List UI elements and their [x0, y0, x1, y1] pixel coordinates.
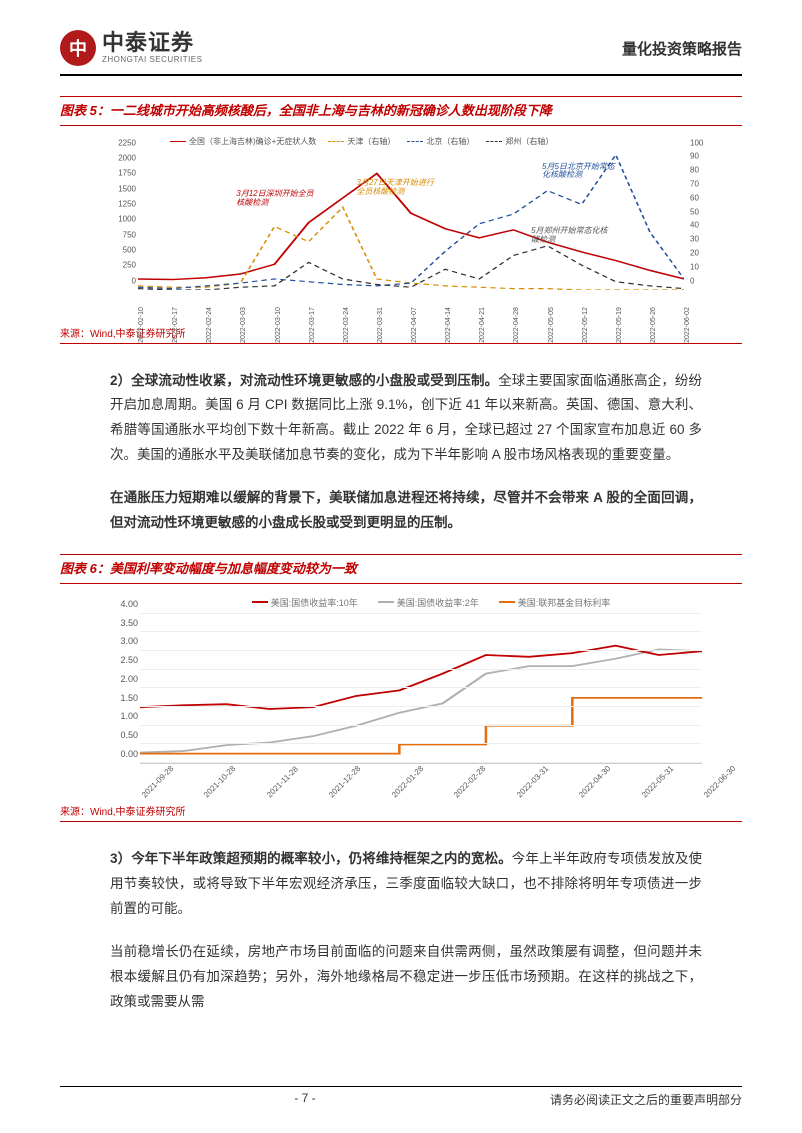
figure-6: 图表 6：美国利率变动幅度与加息幅度变动较为一致 美国:国债收益率:10年美国:…: [60, 554, 742, 822]
chart-5: 全国（非上海吉林)确诊+无症状人数天津（右轴）北京（右轴）郑州（右轴） 0250…: [110, 138, 712, 318]
page-footer: - 7 - 请务必阅读正文之后的重要声明部分: [60, 1086, 742, 1108]
page-header: 中 中泰证券 ZHONGTAI SECURITIES 量化投资策略报告: [60, 30, 742, 76]
chart-6-plot: [140, 614, 702, 764]
chart-5-y-right: 0102030405060708090100: [690, 152, 712, 290]
report-title: 量化投资策略报告: [622, 38, 742, 59]
chart-6-x-axis: 2021-09-282021-10-282021-11-282021-12-28…: [140, 764, 702, 796]
paragraph-3: 3）今年下半年政策超预期的概率较小，仍将维持框架之内的宽松。今年上半年政府专项债…: [110, 847, 702, 922]
figure-5: 图表 5：一二线城市开始高频核酸后，全国非上海与吉林的新冠确诊人数出现阶段下降 …: [60, 96, 742, 344]
chart-5-plot: 3月12日深圳开始全员核酸检测3月27日天津开始进行全员核酸检测5月5日北京开始…: [138, 152, 684, 290]
chart-5-x-axis: 2022-02-102022-02-172022-02-242022-03-03…: [138, 290, 684, 318]
chart-5-y-left: 0250500750100012501500175020002250: [110, 152, 136, 290]
chart-6-legend: 美国:国债收益率:10年美国:国债收益率:2年美国:联邦基金目标利率: [170, 596, 692, 609]
page-number: - 7 -: [294, 1091, 315, 1108]
figure-5-source: 来源：Wind,中泰证券研究所: [60, 322, 742, 344]
chart-6-y-axis: 0.000.501.001.502.002.503.003.504.00: [110, 614, 138, 764]
figure-6-source: 来源：Wind,中泰证券研究所: [60, 800, 742, 822]
logo-block: 中 中泰证券 ZHONGTAI SECURITIES: [60, 30, 202, 66]
figure-6-title: 图表 6：美国利率变动幅度与加息幅度变动较为一致: [60, 554, 742, 584]
paragraph-3b: 当前稳增长仍在延续，房地产市场目前面临的问题来自供需两侧，虽然政策屡有调整，但问…: [110, 940, 702, 1015]
logo-en-text: ZHONGTAI SECURITIES: [102, 56, 202, 64]
logo-icon: 中: [60, 30, 96, 66]
figure-5-title: 图表 5：一二线城市开始高频核酸后，全国非上海与吉林的新冠确诊人数出现阶段下降: [60, 96, 742, 126]
paragraph-2: 2）全球流动性收紧，对流动性环境更敏感的小盘股或受到压制。全球主要国家面临通胀高…: [110, 369, 702, 469]
chart-5-legend: 全国（非上海吉林)确诊+无症状人数天津（右轴）北京（右轴）郑州（右轴）: [170, 136, 692, 147]
footer-disclaimer: 请务必阅读正文之后的重要声明部分: [550, 1091, 742, 1108]
chart-6: 美国:国债收益率:10年美国:国债收益率:2年美国:联邦基金目标利率 0.000…: [110, 596, 712, 796]
paragraph-2-bold: 在通胀压力短期难以缓解的背景下，美联储加息进程还将持续，尽管并不会带来 A 股的…: [110, 486, 702, 536]
logo-cn-text: 中泰证券: [102, 32, 202, 54]
